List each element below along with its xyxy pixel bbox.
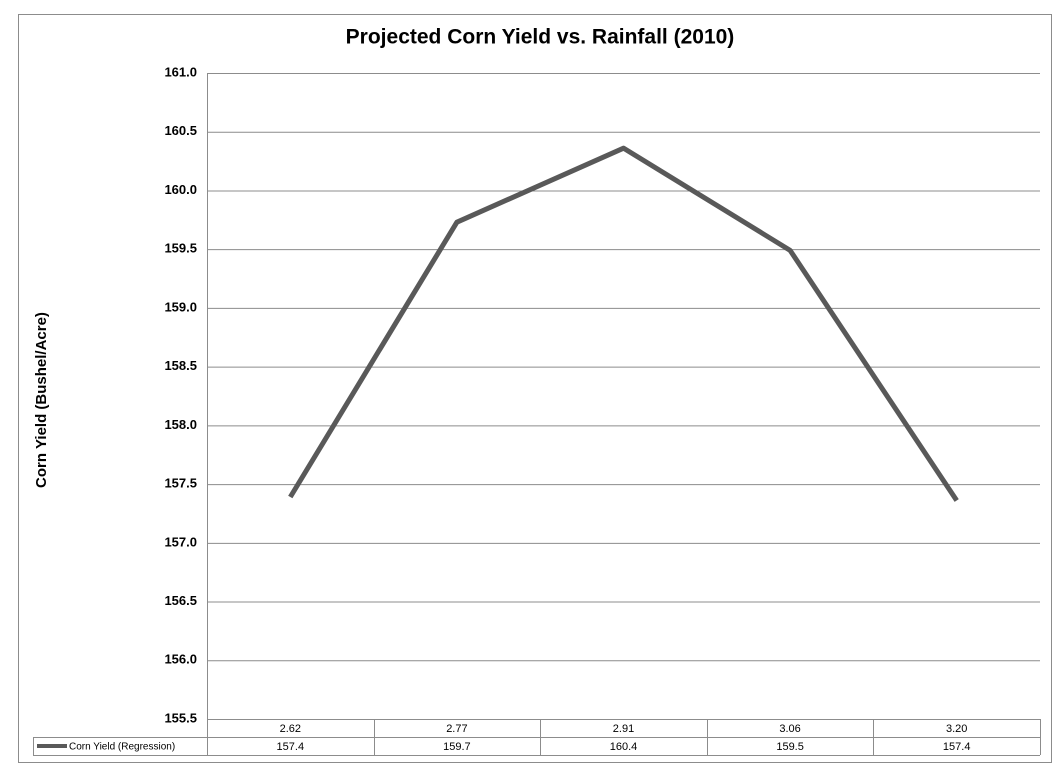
data-label: 157.4 — [277, 741, 305, 753]
y-tick-label: 158.5 — [164, 358, 197, 373]
data-label: 159.5 — [776, 741, 804, 753]
y-tick-label: 156.5 — [164, 593, 197, 608]
y-tick-label: 160.0 — [164, 182, 197, 197]
y-tick-label: 156.0 — [164, 652, 197, 667]
x-tick-label: 2.91 — [613, 723, 634, 735]
y-tick-label: 157.5 — [164, 476, 197, 491]
x-tick-label: 3.06 — [779, 723, 800, 735]
y-axis-label: Corn Yield (Bushel/Acre) — [33, 312, 50, 488]
y-tick-label: 155.5 — [164, 710, 197, 725]
y-tick-label: 158.0 — [164, 417, 197, 432]
y-tick-label: 159.0 — [164, 299, 197, 314]
x-tick-label: 2.77 — [446, 723, 467, 735]
data-label: 159.7 — [443, 741, 471, 753]
series-line — [288, 145, 959, 502]
x-tick-label: 2.62 — [280, 723, 301, 735]
data-label: 157.4 — [943, 741, 971, 753]
chart-title: Projected Corn Yield vs. Rainfall (2010) — [346, 26, 735, 49]
y-tick-label: 161.0 — [164, 64, 197, 79]
y-tick-label: 159.5 — [164, 241, 197, 256]
x-tick-label: 3.20 — [946, 723, 967, 735]
y-tick-label: 160.5 — [164, 123, 197, 138]
data-label: 160.4 — [610, 741, 638, 753]
y-tick-label: 157.0 — [164, 534, 197, 549]
legend-label: Corn Yield (Regression) — [69, 742, 175, 753]
